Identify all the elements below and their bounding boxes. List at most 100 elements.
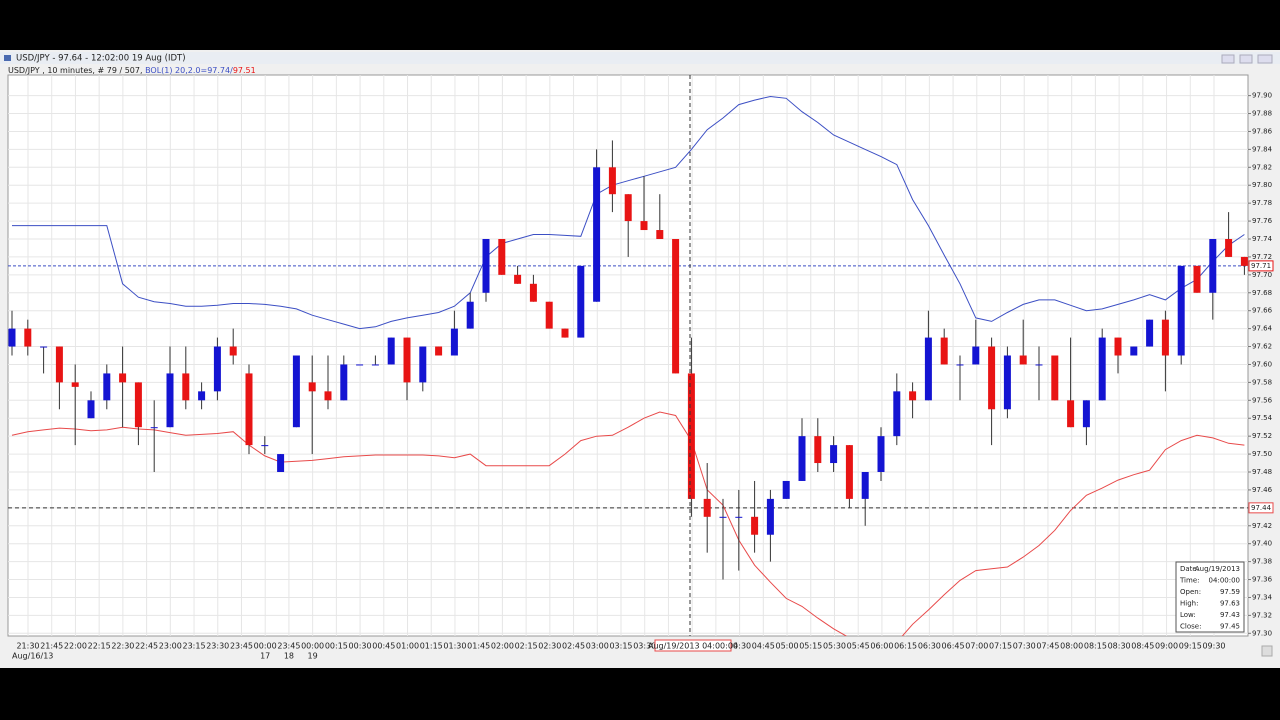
candle-body xyxy=(608,167,616,195)
x-tick-label: 06:15 xyxy=(894,642,917,651)
candle-body xyxy=(956,364,964,366)
window-controls[interactable] xyxy=(1221,54,1273,64)
y-tick-label: 97.68 xyxy=(1252,289,1272,297)
x-tick-label: 02:30 xyxy=(538,642,561,651)
x-tick-label: 23:45 xyxy=(230,642,253,651)
tooltip-value: Aug/19/2013 xyxy=(1195,565,1240,573)
candle-body xyxy=(213,346,221,392)
candle-body xyxy=(324,391,332,401)
candle-body xyxy=(308,382,316,392)
y-tick-label: 97.56 xyxy=(1252,396,1273,404)
crosshair-x-label: Aug/19/2013 04:00:00 xyxy=(648,642,738,651)
x-tick-label: 07:45 xyxy=(1036,642,1059,651)
candle-body xyxy=(940,337,948,365)
candle-body xyxy=(529,283,537,302)
y-tick-label: 97.38 xyxy=(1252,558,1272,566)
y-tick-label: 97.48 xyxy=(1252,468,1272,476)
x-tick-label: 06:30 xyxy=(918,642,941,651)
candle-body xyxy=(640,221,648,231)
tooltip-value: 97.59 xyxy=(1220,588,1240,596)
x-tick-label: 05:00 xyxy=(776,642,799,651)
x-tick-label: 01:00 xyxy=(396,642,419,651)
candle-body xyxy=(1193,265,1201,293)
candle-body xyxy=(134,382,142,428)
x-tick-label: 00:30 xyxy=(349,642,372,651)
maximize-button[interactable] xyxy=(1239,54,1253,64)
candle-body xyxy=(435,346,443,356)
candle-body xyxy=(261,445,269,447)
y-tick-label: 97.82 xyxy=(1252,163,1272,171)
legend-upper: BOL(1) 20,2.0=97.74/ xyxy=(145,66,233,75)
candle-body xyxy=(1082,400,1090,428)
x-tick-date: 17 xyxy=(260,652,270,661)
x-tick-date: 18 xyxy=(284,652,294,661)
x-tick-label: 21:30 xyxy=(16,642,39,651)
x-tick-label: 02:00 xyxy=(491,642,514,651)
band-lower xyxy=(11,411,1245,636)
candle-body xyxy=(1209,238,1217,293)
minimize-button[interactable] xyxy=(1221,54,1235,64)
x-tick-label: 05:15 xyxy=(799,642,822,651)
candle-body xyxy=(1035,364,1043,366)
x-tick-label: 01:45 xyxy=(467,642,490,651)
x-tick-label: 23:45 xyxy=(277,642,300,651)
y-tick-label: 97.36 xyxy=(1252,576,1273,584)
y-tick-label: 97.64 xyxy=(1252,325,1273,333)
candle-body xyxy=(356,364,364,366)
candle-body xyxy=(577,265,585,338)
candle-body xyxy=(593,167,601,302)
candle-body xyxy=(292,355,300,428)
candle-body xyxy=(1019,355,1027,365)
x-tick-label: 02:45 xyxy=(562,642,585,651)
x-tick-label: 00:00 xyxy=(301,642,324,651)
x-tick-label: 04:30 xyxy=(728,642,751,651)
candle-body xyxy=(798,436,806,481)
candle-body xyxy=(387,337,395,365)
candle-body xyxy=(119,373,127,383)
x-tick-label: 03:15 xyxy=(609,642,632,651)
x-tick-label: 07:15 xyxy=(989,642,1012,651)
x-tick-label: 23:15 xyxy=(183,642,206,651)
last-price-box xyxy=(1248,260,1274,272)
candle-body xyxy=(751,516,759,535)
scroll-button[interactable] xyxy=(1261,645,1273,657)
window-title: USD/JPY - 97.64 - 12:02:00 19 Aug (IDT) xyxy=(16,54,186,64)
x-tick-label: 23:30 xyxy=(206,642,229,651)
y-tick-label: 97.70 xyxy=(1252,271,1272,279)
candle-body xyxy=(561,328,569,338)
candle-body xyxy=(498,238,506,275)
candle-body xyxy=(340,364,348,401)
x-tick-label: 22:45 xyxy=(135,642,158,651)
candle-body xyxy=(403,337,411,383)
x-tick-label: 22:30 xyxy=(111,642,134,651)
x-tick-label: 23:00 xyxy=(159,642,182,651)
candle-body xyxy=(1098,337,1106,401)
candle-body xyxy=(40,346,48,348)
tooltip-key: Open: xyxy=(1180,588,1201,596)
y-tick-label: 97.32 xyxy=(1252,611,1272,619)
tooltip-value: 04:00:00 xyxy=(1209,577,1240,585)
candle-body xyxy=(972,346,980,365)
candle-body xyxy=(1003,355,1011,410)
candle-body xyxy=(71,382,79,387)
candle-body xyxy=(450,328,458,356)
title-bar xyxy=(0,52,1280,64)
close-button[interactable] xyxy=(1257,54,1273,64)
band-upper xyxy=(12,95,1245,330)
y-tick-label: 97.90 xyxy=(1252,92,1272,100)
x-tick-label: 07:30 xyxy=(1013,642,1036,651)
y-tick-label: 97.80 xyxy=(1252,181,1272,189)
candle-body xyxy=(150,427,158,429)
crosshair-y-label: 97.44 xyxy=(1251,504,1272,512)
candle-body xyxy=(1240,256,1248,266)
candle-body xyxy=(103,373,111,401)
x-tick-label: 01:15 xyxy=(420,642,443,651)
tooltip-key: Close: xyxy=(1180,623,1201,631)
candle-body xyxy=(988,346,996,410)
y-tick-label: 97.60 xyxy=(1252,360,1272,368)
tooltip-value: 97.63 xyxy=(1220,600,1240,608)
y-tick-label: 97.62 xyxy=(1252,343,1272,351)
x-tick-label: 08:45 xyxy=(1131,642,1154,651)
x-tick-label: 00:45 xyxy=(372,642,395,651)
y-tick-label: 97.86 xyxy=(1252,127,1273,135)
